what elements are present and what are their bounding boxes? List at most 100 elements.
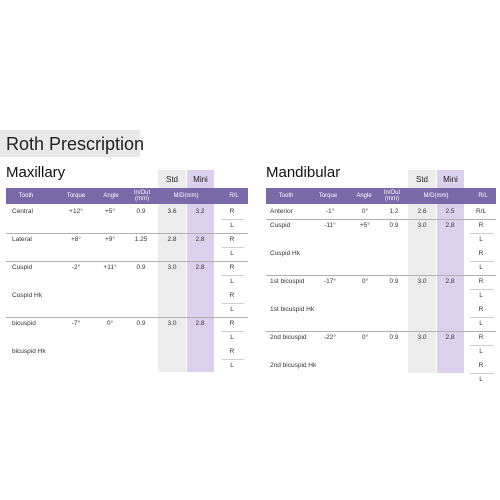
mandibular-torque-0: -1° — [325, 208, 335, 215]
mandibular-side-3-0: R — [478, 278, 484, 285]
maxillary-header-inout: In/Out (mm) — [133, 190, 151, 202]
maxillary-angle-4: 0° — [106, 320, 114, 327]
mandibular-side-3-1: L — [479, 292, 483, 299]
page-title: Roth Prescription — [6, 134, 145, 154]
maxillary-side-5-0: R — [229, 348, 235, 355]
maxillary-header-md: M/D(mm) — [173, 193, 199, 199]
maxillary-tooth-1: Lateral — [12, 236, 32, 243]
mandibular-side-divider — [470, 317, 494, 318]
mandibular-angle-0: 0° — [361, 208, 369, 215]
mandibular-std-0: 2.6 — [417, 208, 427, 215]
maxillary-side-divider — [222, 359, 244, 360]
maxillary-inout-1: 1.25 — [134, 236, 148, 243]
mandibular-angle-1: +5° — [359, 222, 371, 229]
mandibular-mini-label: Mini — [443, 175, 458, 184]
mandibular-torque-1: -11° — [324, 222, 336, 229]
mandibular-side-divider — [470, 289, 494, 290]
mandibular-std-3: 3.0 — [417, 278, 427, 285]
maxillary-row-divider — [6, 261, 248, 262]
maxillary-std-2: 3.0 — [167, 264, 177, 271]
mandibular-inout-5: 0.9 — [389, 334, 399, 341]
mandibular-header-rl: R/L — [478, 193, 488, 199]
mandibular-side-1-1: L — [479, 236, 483, 243]
mandibular-side-4-1: L — [479, 320, 483, 327]
maxillary-title: Maxillary — [6, 164, 66, 181]
maxillary-mini-label: Mini — [193, 175, 208, 184]
mandibular-side-6-0: R — [478, 362, 484, 369]
maxillary-side-1-1: L — [230, 250, 234, 257]
mandibular-side-1-0: R — [478, 222, 484, 229]
maxillary-side-3-1: L — [230, 306, 234, 313]
mandibular-row-divider — [266, 219, 496, 220]
maxillary-mini-4: 2.8 — [195, 320, 205, 327]
mandibular-tooth-0: Anterior — [270, 208, 293, 215]
maxillary-side-4-1: L — [230, 334, 234, 341]
mandibular-std-1: 3.0 — [417, 222, 427, 229]
mandibular-tooth-6: 2nd bicuspid Hk — [270, 362, 317, 369]
maxillary-side-divider — [222, 331, 244, 332]
maxillary-header-rl: R/L — [229, 193, 239, 199]
mandibular-title: Mandibular — [266, 164, 341, 181]
mandibular-side-0-0: R/L — [475, 208, 487, 215]
mandibular-side-divider — [470, 345, 494, 346]
mandibular-row-divider — [266, 275, 496, 276]
mandibular-mini-5: 2.8 — [445, 334, 455, 341]
maxillary-std-label: Std — [165, 175, 178, 184]
maxillary-tooth-2: Cuspid — [12, 264, 33, 271]
mandibular-header-torque: Torque — [318, 193, 338, 199]
mandibular-angle-5: 0° — [361, 334, 369, 341]
mandibular-side-5-1: L — [479, 348, 483, 355]
maxillary-side-2-1: L — [230, 278, 234, 285]
mandibular-mini-0: 2.5 — [445, 208, 455, 215]
mandibular-torque-3: -17° — [324, 278, 336, 285]
mandibular-header-tooth: Tooth — [278, 193, 294, 199]
mandibular-row-divider — [266, 331, 496, 332]
maxillary-tooth-5: bicuspid Hk — [12, 348, 46, 355]
maxillary-side-3-0: R — [229, 292, 235, 299]
mandibular-inout-0: 1.2 — [389, 208, 399, 215]
maxillary-header-angle: Angle — [103, 193, 119, 199]
mandibular-side-divider — [470, 261, 494, 262]
maxillary-side-4-0: R — [229, 320, 235, 327]
maxillary-angle-1: +9° — [104, 236, 116, 243]
maxillary-inout-2: 0.9 — [136, 264, 146, 271]
maxillary-torque-1: +8° — [70, 236, 82, 243]
mandibular-std-label: Std — [415, 175, 428, 184]
mandibular-tooth-1: Cuspid — [270, 222, 291, 229]
maxillary-side-0-1: L — [230, 222, 234, 229]
maxillary-mini-1: 2.8 — [195, 236, 205, 243]
mandibular-header-row: Tooth Torque Angle In/Out (mm) M/D(mm) R… — [266, 188, 496, 204]
maxillary-torque-2: -2° — [71, 264, 81, 271]
maxillary-side-divider — [222, 275, 244, 276]
mandibular-side-divider — [470, 373, 494, 374]
mandibular-header-inout: In/Out (mm) — [383, 190, 401, 202]
maxillary-tooth-3: Cuspid Hk — [12, 292, 42, 299]
mandibular-mini-1: 2.8 — [445, 222, 455, 229]
maxillary-side-divider — [222, 247, 244, 248]
maxillary-std-1: 2.8 — [167, 236, 177, 243]
maxillary-side-divider — [222, 303, 244, 304]
mandibular-angle-3: 0° — [361, 278, 369, 285]
mandibular-tooth-5: 2nd bicuspid — [270, 334, 307, 341]
maxillary-side-0-0: R — [229, 208, 235, 215]
mandibular-tooth-2: Cuspid Hk — [270, 250, 300, 257]
maxillary-mini-2: 2.8 — [195, 264, 205, 271]
maxillary-angle-2: +11° — [103, 264, 117, 271]
maxillary-mini-0: 3.2 — [195, 208, 205, 215]
mandibular-std-5: 3.0 — [417, 334, 427, 341]
mandibular-header-md: M/D(mm) — [423, 193, 449, 199]
mandibular-side-5-0: R — [478, 334, 484, 341]
mandibular-mini-3: 2.8 — [445, 278, 455, 285]
maxillary-angle-0: +5° — [104, 208, 116, 215]
maxillary-std-4: 3.0 — [167, 320, 177, 327]
mandibular-tooth-3: 1st bicuspid — [270, 278, 305, 285]
maxillary-tooth-0: Central — [12, 208, 33, 215]
mandibular-tooth-4: 1st bicuspid Hk — [270, 306, 315, 313]
maxillary-side-2-0: R — [229, 264, 235, 271]
maxillary-row-divider — [6, 233, 248, 234]
mandibular-side-4-0: R — [478, 306, 484, 313]
mandibular-side-divider — [470, 233, 494, 234]
maxillary-torque-4: -7° — [71, 320, 81, 327]
mandibular-header-angle: Angle — [356, 193, 372, 199]
maxillary-side-1-0: R — [229, 236, 235, 243]
